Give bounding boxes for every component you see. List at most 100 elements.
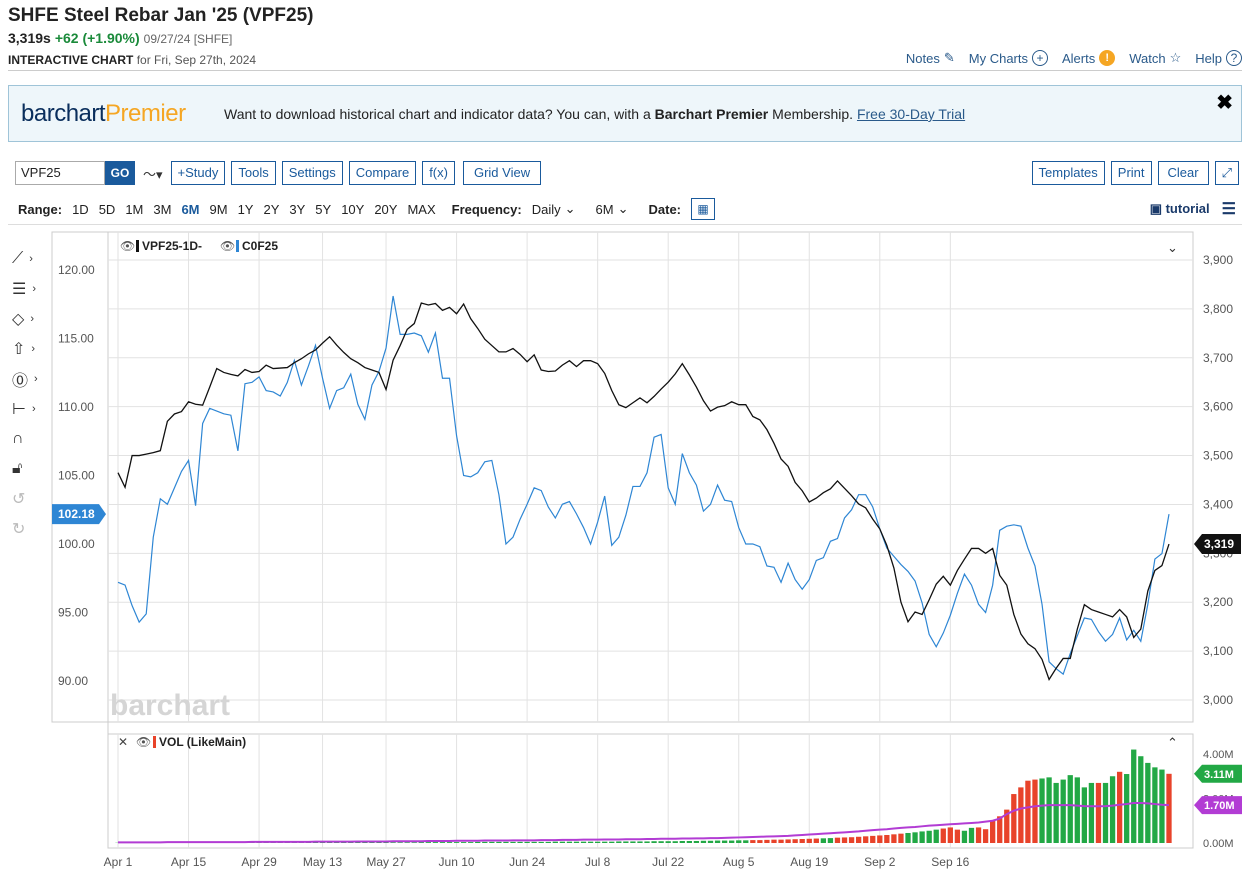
compare-button[interactable]: Compare — [348, 161, 417, 185]
close-icon[interactable]: ✖ — [1216, 92, 1233, 114]
range-option-20y[interactable]: 20Y — [374, 201, 398, 217]
range-option-5d[interactable]: 5D — [98, 201, 116, 217]
shape-tool[interactable]: ◇ › — [12, 304, 46, 334]
interactive-chart-label: INTERACTIVE CHART for Fri, Sep 27th, 202… — [8, 53, 256, 67]
barchart-premier-logo[interactable]: barchartPremier — [21, 100, 186, 128]
range-option-5y[interactable]: 5Y — [315, 201, 332, 217]
lock-icon: 🔓︎ — [12, 460, 23, 477]
volume-bar — [446, 842, 453, 843]
volume-bar — [884, 834, 890, 843]
my-charts-link[interactable]: My Charts + — [969, 50, 1048, 66]
alerts-label: Alerts — [1062, 50, 1096, 66]
volume-bar — [475, 841, 481, 843]
eye-icon: 👁︎ — [136, 735, 151, 749]
chevron-right-icon: › — [29, 253, 33, 265]
x-tick-label: May 27 — [366, 855, 406, 869]
legend-c0f25: C0F25 — [242, 239, 278, 253]
volume-bar — [482, 841, 488, 843]
range-option-1m[interactable]: 1M — [125, 201, 144, 217]
notes-link[interactable]: Notes ✎ — [906, 50, 955, 66]
volume-bar — [616, 841, 622, 843]
volume-bar — [905, 832, 911, 843]
volume-bar — [658, 841, 664, 843]
alerts-link[interactable]: Alerts! — [1062, 50, 1116, 66]
frequency-dropdown[interactable]: Daily ⌄ — [532, 201, 576, 217]
y-right-tick: 3,000 — [1203, 693, 1233, 707]
volume-bar — [975, 827, 982, 843]
templates-button[interactable]: Templates — [1031, 161, 1105, 185]
volume-bar — [630, 841, 636, 843]
help-link[interactable]: Help? — [1195, 50, 1242, 66]
x-tick-label: May 13 — [303, 855, 343, 869]
annotation-tool[interactable]: ⓪ › — [12, 364, 46, 394]
range-option-3m[interactable]: 3M — [153, 201, 172, 217]
volume-bar — [947, 827, 953, 843]
volume-bar — [940, 828, 946, 843]
redo-tool[interactable]: ↻ — [12, 514, 46, 544]
chart-type-dropdown[interactable]: 〜▾ — [143, 166, 163, 182]
fx-button[interactable]: f(x) — [422, 161, 455, 185]
clear-button[interactable]: Clear — [1157, 161, 1209, 185]
tutorial-area: ▣ tutorial ☰ — [1150, 199, 1236, 219]
star-icon: ☆ — [1169, 50, 1182, 65]
last-price-label: 3,319 — [1204, 537, 1234, 551]
arrow-tool[interactable]: ⇧ › — [12, 334, 46, 364]
range-option-2y[interactable]: 2Y — [263, 201, 280, 217]
line-tool[interactable]: ⟋ › — [12, 244, 46, 274]
range-option-1d[interactable]: 1D — [72, 201, 89, 217]
range-option-3y[interactable]: 3Y — [289, 201, 306, 217]
print-button[interactable]: Print — [1110, 161, 1152, 185]
brand-left: barchart — [21, 100, 106, 127]
last-price-flag — [1194, 534, 1241, 555]
range-option-9m[interactable]: 9M — [209, 201, 228, 217]
y-right-tick: 3,600 — [1203, 400, 1233, 414]
volume-bar — [432, 842, 439, 843]
menu-icon[interactable]: ☰ — [1221, 201, 1236, 218]
settings-button[interactable]: Settings — [281, 161, 343, 185]
tutorial-link[interactable]: ▣ tutorial — [1149, 201, 1210, 216]
volume-bar — [771, 839, 777, 843]
free-trial-link[interactable]: Free 30-Day Trial — [856, 106, 966, 122]
volume-bar — [1053, 782, 1059, 843]
circle-zero-icon: ⓪ — [12, 373, 29, 390]
volume-bar — [1081, 787, 1088, 843]
undo-tool[interactable]: ↺ — [12, 484, 46, 514]
fib-tool[interactable]: ☰ › — [12, 274, 46, 304]
y-left-tick: 115.00 — [58, 332, 94, 346]
volume-bar — [334, 842, 340, 843]
volume-bar — [1166, 773, 1172, 843]
go-button[interactable]: GO — [105, 161, 135, 185]
volume-bar — [736, 840, 742, 843]
range-option-max[interactable]: MAX — [407, 201, 436, 217]
volume-bar — [898, 833, 904, 843]
range-option-6m[interactable]: 6M — [181, 201, 200, 217]
grid-view-button[interactable]: Grid View — [462, 161, 542, 185]
y-right-tick: 3,900 — [1203, 253, 1233, 267]
chevron-down-icon: ⌄ — [564, 201, 576, 216]
volume-bar — [559, 841, 566, 843]
study-button[interactable]: +Study — [170, 161, 226, 185]
x-tick-label: Jun 10 — [439, 855, 475, 869]
banner-msg-bold: Barchart Premier — [654, 106, 769, 122]
y-right-tick: 3,100 — [1203, 644, 1233, 658]
period-dropdown[interactable]: 6M ⌄ — [596, 201, 629, 217]
lock-tool[interactable]: 🔓︎ — [12, 454, 46, 484]
volume-bar — [326, 842, 333, 843]
symbol-input[interactable]: VPF25 — [15, 161, 105, 185]
calendar-icon[interactable]: ▦ — [691, 198, 716, 220]
expand-icon[interactable]: ⤢ — [1214, 161, 1239, 185]
watch-link[interactable]: Watch ☆ — [1129, 50, 1181, 66]
magnet-tool[interactable]: ∩ — [12, 424, 46, 454]
volume-bar — [1025, 780, 1031, 843]
volume-bar — [1032, 779, 1038, 843]
volume-bar — [1060, 779, 1066, 843]
y-right-tick: 3,400 — [1203, 497, 1233, 511]
volume-bar — [341, 842, 347, 843]
volume-bar — [1159, 769, 1165, 843]
measure-tool[interactable]: ⊢ › — [12, 394, 46, 424]
range-option-10y[interactable]: 10Y — [341, 201, 365, 217]
range-option-1y[interactable]: 1Y — [237, 201, 254, 217]
quote-line: 3,319s +62 (+1.90%) 09/27/24 [SHFE] — [8, 30, 232, 46]
tools-button[interactable]: Tools — [231, 161, 276, 185]
